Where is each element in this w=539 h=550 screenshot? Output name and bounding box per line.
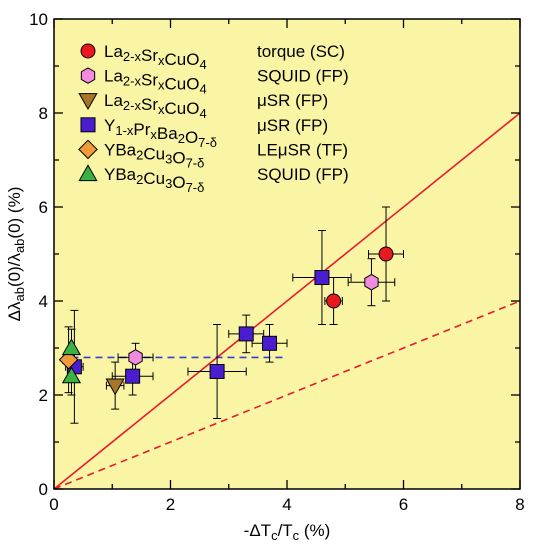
legend-marker-diamond: [78, 139, 98, 160]
data-point-square: [125, 368, 141, 384]
legend-label: YBa2Cu3O7-δ: [104, 140, 204, 170]
legend-text-part: O: [172, 148, 185, 167]
legend-method: torque (SC): [257, 42, 345, 61]
legend-method: LEμSR (TF): [257, 140, 348, 159]
y-label-part: (0) (%): [5, 187, 24, 239]
legend-method: SQUID (FP): [257, 165, 349, 184]
data-point-triangle-down: [105, 378, 125, 396]
legend-text-part: La: [104, 91, 123, 110]
x-label-part: -ΔT: [244, 521, 271, 540]
legend-label: La2-xSrxCuO4: [104, 91, 207, 121]
y-tick-label: 8: [39, 104, 48, 123]
legend-subscript: 2-x: [123, 74, 142, 89]
data-point-triangle-up: [61, 338, 82, 356]
legend-text-part: La: [104, 42, 123, 61]
data-point-square: [262, 335, 278, 351]
legend-subscript: 1-x: [115, 123, 134, 138]
legend-subscript: 2: [136, 147, 143, 162]
legend-subscript: 2: [136, 172, 143, 187]
data-point-square: [209, 364, 225, 379]
legend-text-part: O: [185, 128, 198, 147]
data-point-hexagon: [128, 349, 143, 366]
legend-subscript: x: [150, 127, 157, 142]
legend-text-part: Cu: [143, 144, 165, 163]
legend-text-part: Pr: [133, 120, 150, 139]
legend-subscript: 4: [199, 57, 206, 72]
x-tick-label: 2: [166, 495, 175, 514]
legend-subscript: x: [158, 102, 165, 117]
legend-subscript: 2-x: [123, 49, 142, 64]
legend-text-part: YBa: [104, 140, 137, 159]
legend-subscript: 7-δ: [186, 155, 205, 170]
legend-text-part: O: [172, 173, 185, 192]
legend-marker-hexagon: [80, 67, 96, 84]
legend-label: La2-xSrxCuO4: [104, 42, 207, 72]
legend-text-part: Y: [104, 116, 115, 135]
data-point-circle: [378, 246, 394, 262]
legend-method: μSR (FP): [257, 91, 328, 110]
legend-text-part: CuO: [164, 75, 199, 94]
legend-subscript: 3: [165, 151, 172, 166]
legend-subscript: 7-δ: [186, 180, 205, 195]
y-label-part: (0)/λ: [5, 253, 24, 288]
x-label-part: /T: [278, 521, 293, 540]
y-tick-label: 6: [39, 198, 48, 217]
data-point-hexagon: [364, 273, 379, 291]
legend-label: La2-xSrxCuO4: [104, 67, 207, 97]
legend-subscript: 7-δ: [198, 135, 217, 150]
reference-lines: [54, 112, 520, 489]
x-tick-label: 4: [282, 495, 291, 514]
x-axis-label: -ΔTc/Tc (%): [244, 521, 331, 543]
legend-marker-circle: [80, 43, 96, 59]
y-tick-label: 4: [39, 292, 48, 311]
x-label-subscript: c: [293, 528, 300, 543]
data-point-square: [314, 270, 330, 285]
legend-text-part: Cu: [143, 169, 165, 188]
legend-label: YBa2Cu3O7-δ: [104, 165, 204, 195]
legend-subscript: x: [158, 53, 165, 68]
ref-line-solid: [54, 112, 520, 489]
y-tick-label: 10: [29, 10, 48, 29]
data-point-circle: [326, 293, 342, 309]
data-point-square: [238, 326, 254, 342]
legend-subscript: 2: [178, 131, 185, 146]
legend-subscript: 2-x: [123, 98, 142, 113]
legend-subscript: x: [158, 78, 165, 93]
legend-marker-triangle-up: [78, 164, 98, 182]
legend-marker-square: [80, 117, 96, 133]
legend-marker-triangle-down: [78, 93, 98, 110]
y-label-part: Δλ: [5, 301, 24, 321]
y-label-subscript: ab: [12, 239, 27, 253]
legend-text-part: CuO: [164, 99, 199, 118]
x-tick-label: 8: [515, 495, 524, 514]
x-label-subscript: c: [271, 528, 278, 543]
y-label-subscript: ab: [12, 287, 27, 301]
legend-subscript: 4: [199, 82, 206, 97]
plot-area: [54, 19, 520, 489]
data-markers: [58, 246, 394, 396]
legend-label: Y1-xPrxBa2O7-δ: [104, 116, 217, 150]
legend-subscript: 4: [199, 106, 206, 121]
y-tick-label: 0: [39, 480, 48, 499]
legend-method: μSR (FP): [257, 116, 328, 135]
data-point-diamond: [58, 349, 79, 370]
legend-text-part: Ba: [157, 124, 178, 143]
legend-text-part: Sr: [141, 46, 158, 65]
data-point-triangle-up: [61, 366, 82, 384]
legend-text-part: CuO: [164, 50, 199, 69]
legend-subscript: 3: [165, 176, 172, 191]
legend-method: SQUID (FP): [257, 67, 349, 86]
legend-text-part: Sr: [141, 95, 158, 114]
legend-text-part: Sr: [141, 71, 158, 90]
y-tick-label: 2: [39, 386, 48, 405]
y-axis-label: Δλab(0)/λab(0) (%): [5, 187, 27, 322]
legend-text-part: YBa: [104, 165, 137, 184]
legend-text-part: La: [104, 67, 123, 86]
x-tick-label: 6: [399, 495, 408, 514]
x-tick-label: 0: [49, 495, 58, 514]
x-label-part: (%): [299, 521, 330, 540]
